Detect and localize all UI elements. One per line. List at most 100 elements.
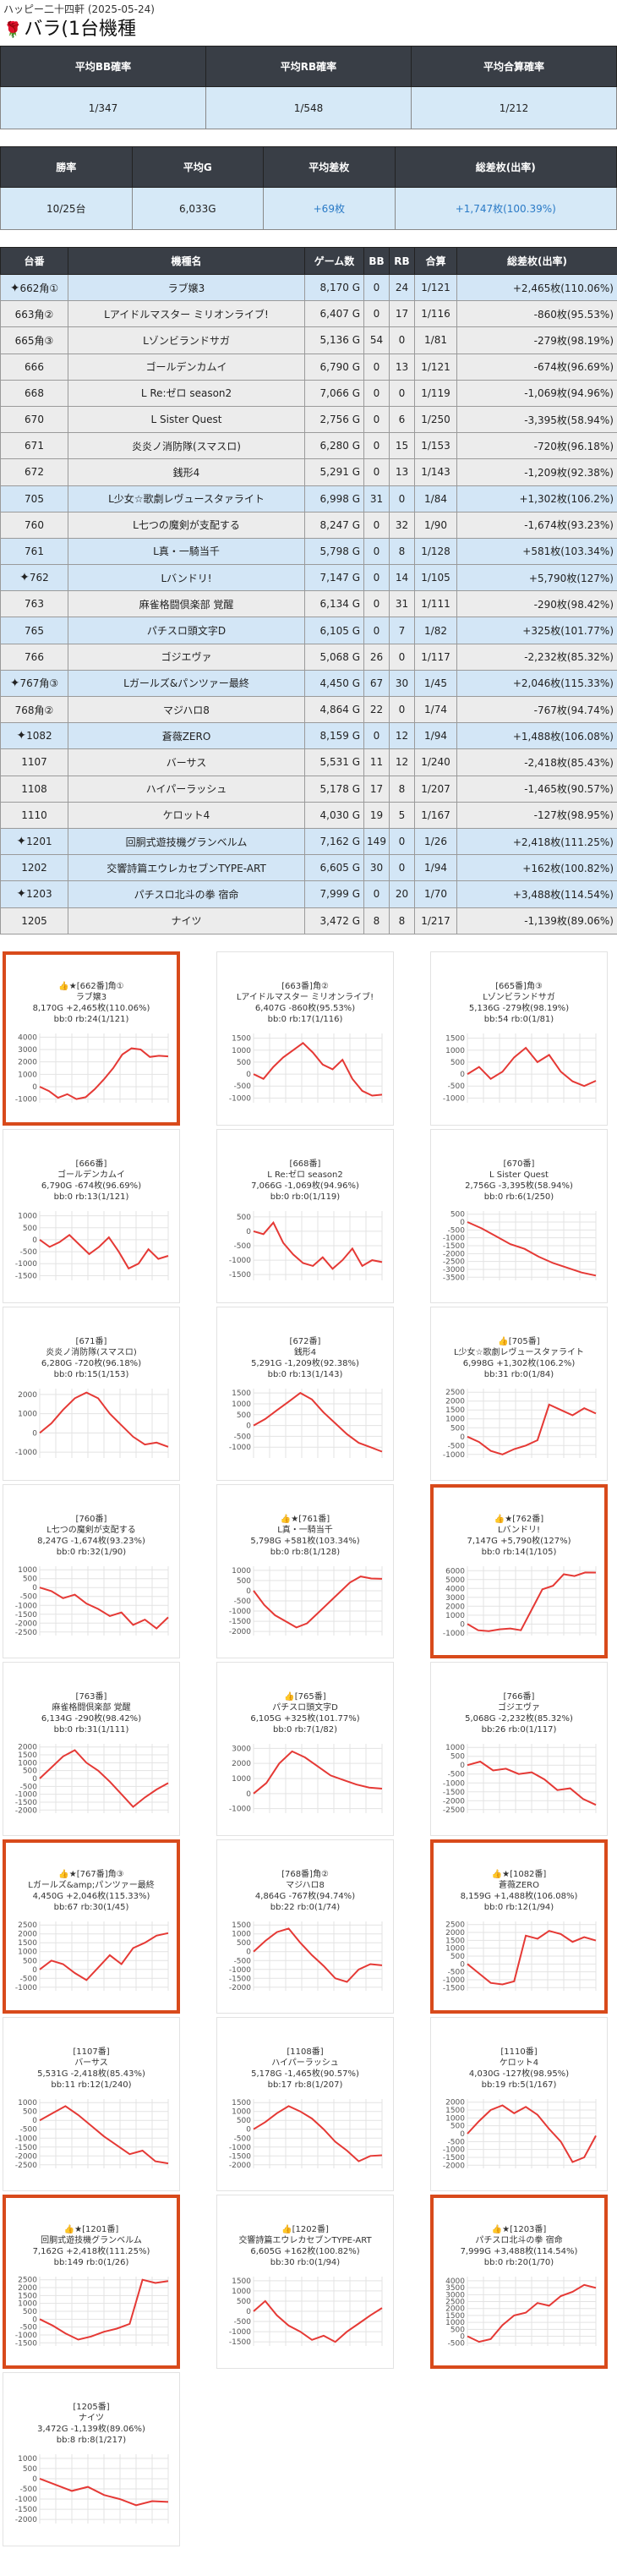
y-tick-label: 1000 bbox=[18, 2455, 37, 2464]
bb-cell: 67 bbox=[363, 669, 390, 698]
y-tick-label: 500 bbox=[237, 2117, 251, 2125]
chart-title: 👍★[767番]角③ bbox=[58, 1869, 124, 1879]
y-tick-label: 0 bbox=[246, 1587, 251, 1596]
machine-name: Lアイドルマスター ミリオンライブ! bbox=[68, 300, 305, 328]
y-tick-label: 1000 bbox=[18, 1948, 37, 1956]
chart-bonus: bb:22 rb:0(1/74) bbox=[270, 1902, 341, 1912]
chart-machine-name: ナイツ bbox=[79, 2413, 104, 2423]
bb-cell: 0 bbox=[363, 432, 390, 460]
y-tick-label: 1500 bbox=[232, 2277, 251, 2286]
chart-title: [763番] bbox=[75, 1691, 107, 1702]
y-tick-label: 500 bbox=[450, 1210, 465, 1219]
bb-cell: 30 bbox=[363, 854, 390, 882]
y-tick-label: -1500 bbox=[15, 2339, 37, 2348]
chart-title: [1110番] bbox=[500, 2047, 538, 2057]
chart-card: 👍[1202番] 交響詩篇エウレカセブンTYPE-ART 6,605G +162枚(… bbox=[216, 2194, 394, 2369]
games-cell: 7,162 G bbox=[304, 827, 364, 856]
total-cell: 1/250 bbox=[414, 405, 457, 434]
chart-result: 4,450G +2,046枚(115.33%) bbox=[32, 1891, 150, 1901]
y-tick-label: 0 bbox=[32, 2117, 37, 2125]
chart-machine-name: 麻雀格闘倶楽部 覚醒 bbox=[52, 1702, 131, 1713]
series-line bbox=[39, 1047, 169, 1100]
chart-card: 👍★[1203番] パチスロ北斗の拳 宿命 7,999G +3,488枚(114.5… bbox=[430, 2194, 608, 2369]
diff-cell: -1,674枚(93.23%) bbox=[456, 511, 617, 539]
line-chart: -1000 0 1000 2000 bbox=[15, 1388, 169, 1458]
chart-card: [668番] L Re:ゼロ season2 7,066G -1,069枚(94.9… bbox=[216, 1128, 394, 1303]
y-tick-label: -500 bbox=[20, 2125, 38, 2134]
y-tick-label: 0 bbox=[32, 1584, 37, 1592]
chart-result: 4,864G -767枚(94.74%) bbox=[254, 1891, 356, 1901]
chart-machine-name: ゴールデンカムイ bbox=[57, 1170, 125, 1180]
y-tick-label: 500 bbox=[450, 2326, 465, 2334]
chart-title: [766番] bbox=[503, 1691, 535, 1702]
games-cell: 6,407 G bbox=[304, 300, 364, 328]
machine-name: 回胴式遊技機グランベルム bbox=[68, 827, 305, 856]
machine-name: 麻雀格闘倶楽部 覚醒 bbox=[68, 590, 305, 618]
y-tick-label: -1000 bbox=[443, 1094, 465, 1103]
machine-no-cell: ✦1203 bbox=[0, 880, 68, 908]
y-tick-label: 3000 bbox=[445, 2291, 465, 2299]
chart-bonus: bb:0 rb:17(1/116) bbox=[267, 1014, 343, 1024]
series-line bbox=[253, 1927, 383, 1983]
machine-no: 1202 bbox=[21, 862, 47, 874]
machine-no-cell: ✦1082 bbox=[0, 722, 68, 750]
chart-title: 👍★[761番] bbox=[280, 1514, 330, 1524]
table-row: 665角③ Lゾンビランドサガ 5,136 G 54 0 1/81 -279枚(98.19%… bbox=[0, 326, 617, 354]
chart-title: [1108番] bbox=[287, 2047, 324, 2057]
series-line bbox=[467, 2283, 597, 2343]
y-tick-label: 1500 bbox=[445, 1406, 465, 1415]
chart-machine-name: ケロット4 bbox=[499, 2058, 539, 2068]
y-tick-label: 500 bbox=[23, 1767, 37, 1775]
chart-title: 👍[705番] bbox=[498, 1336, 540, 1346]
rb-cell: 32 bbox=[389, 511, 415, 539]
y-tick-label: 0 bbox=[32, 1965, 37, 1974]
avg-games-header: 平均G bbox=[131, 146, 265, 188]
rb-cell: 0 bbox=[389, 379, 415, 407]
chart-bonus: bb:149 rb:0(1/26) bbox=[53, 2257, 129, 2267]
total-cell: 1/94 bbox=[414, 854, 457, 882]
y-tick-label: -2000 bbox=[15, 2516, 37, 2524]
total-cell: 1/81 bbox=[414, 326, 457, 354]
machine-name: Lガールズ&パンツァー最終 bbox=[68, 669, 305, 698]
y-tick-label: -1000 bbox=[15, 2332, 37, 2340]
machine-no-cell: 668 bbox=[0, 379, 68, 407]
y-tick-label: -2000 bbox=[15, 2152, 37, 2161]
total-cell: 1/121 bbox=[414, 273, 457, 302]
chart-bonus: bb:0 rb:7(1/82) bbox=[272, 1724, 338, 1735]
games-cell: 4,030 G bbox=[304, 801, 364, 829]
chart-bonus: bb:0 rb:6(1/250) bbox=[483, 1192, 554, 1202]
y-tick-label: 1000 bbox=[232, 1046, 251, 1055]
chart-result: 8,159G +1,488枚(106.08%) bbox=[460, 1891, 578, 1901]
diff-cell: +5,790枚(127%) bbox=[456, 564, 617, 592]
games-cell: 6,605 G bbox=[304, 854, 364, 882]
chart-grid: 👍★[662番]角① ラブ嬢3 8,170G +2,465枚(110.06%) bb:… bbox=[0, 951, 617, 2546]
machine-no-cell: 705 bbox=[0, 485, 68, 512]
games-cell: 7,999 G bbox=[304, 880, 364, 908]
machine-no-cell: 768角② bbox=[0, 695, 68, 724]
machine-no: 1107 bbox=[21, 756, 47, 769]
machine-no: 671 bbox=[25, 440, 44, 452]
y-tick-label: 5000 bbox=[445, 1576, 465, 1584]
avg-diff-value: +69枚 bbox=[263, 187, 396, 230]
machine-no: 763 bbox=[25, 598, 44, 611]
y-tick-label: -500 bbox=[448, 1082, 466, 1091]
diff-cell: -2,418枚(85.43%) bbox=[456, 748, 617, 776]
y-tick-label: 500 bbox=[237, 1214, 251, 1222]
games-cell: 5,531 G bbox=[304, 748, 364, 776]
y-tick-label: 500 bbox=[450, 1424, 465, 1433]
y-tick-label: 0 bbox=[246, 1228, 251, 1236]
y-tick-label: 1000 bbox=[445, 1415, 465, 1423]
bb-cell: 0 bbox=[363, 722, 390, 750]
avg-games-value: 6,033G bbox=[131, 187, 265, 230]
y-tick-label: -500 bbox=[20, 1975, 38, 1983]
chart-result: 6,605G +162枚(100.82%) bbox=[250, 2246, 360, 2256]
y-tick-label: 500 bbox=[23, 1575, 37, 1583]
chart-result: 5,531G -2,418枚(85.43%) bbox=[37, 2069, 145, 2079]
machine-no-cell: 672 bbox=[0, 458, 68, 486]
rb-cell: 0 bbox=[389, 485, 415, 512]
series-line bbox=[39, 2278, 169, 2341]
total-cell: 1/82 bbox=[414, 617, 457, 644]
